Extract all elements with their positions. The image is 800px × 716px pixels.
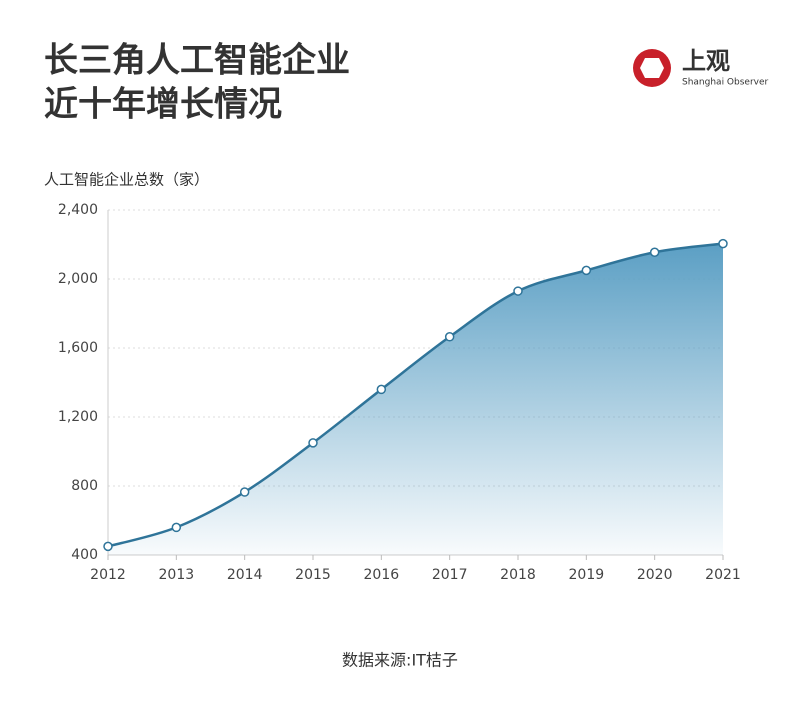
logo-text: 上观 (682, 47, 730, 75)
x-tick-label: 2017 (432, 567, 468, 583)
logo: 上观 Shanghai Observer (633, 47, 769, 88)
x-tick-label: 2016 (364, 567, 400, 583)
point (649, 247, 660, 258)
point (718, 238, 728, 249)
point (308, 438, 318, 448)
point (376, 384, 387, 395)
point (444, 332, 455, 342)
y-axis-label: 人工智能企业总数（家） (44, 171, 209, 189)
title-line: 长三角人工智能企业 (44, 41, 350, 81)
y-tick-label: 2,400 (58, 202, 98, 218)
y-tick-label: 1,600 (58, 340, 98, 356)
y-tick-label: 400 (71, 547, 98, 563)
x-tick-label: 2018 (500, 567, 536, 583)
title-line: 近十年增长情况 (44, 85, 282, 125)
point (103, 541, 113, 552)
x-tick-label: 2015 (295, 567, 331, 583)
x-tick-label: 2012 (90, 567, 126, 583)
y-tick-label: 2,000 (58, 271, 98, 287)
source: 数据来源:IT桔子 (342, 651, 458, 670)
point (581, 265, 592, 276)
x-tick-label: 2021 (705, 567, 741, 583)
x-tick-label: 2014 (227, 567, 263, 583)
y-tick-label: 800 (71, 478, 98, 494)
y-tick-label: 1,200 (58, 409, 98, 425)
point (513, 286, 523, 296)
logo-icon-inner (640, 58, 664, 78)
x-tick-label: 2020 (637, 567, 673, 583)
x-tick-label: 2019 (569, 567, 605, 583)
area (108, 243, 723, 555)
point (239, 487, 250, 497)
logo-subtext: Shanghai Observer (682, 78, 769, 88)
point (171, 522, 182, 533)
line (107, 242, 724, 548)
x-tick-label: 2013 (159, 567, 195, 583)
